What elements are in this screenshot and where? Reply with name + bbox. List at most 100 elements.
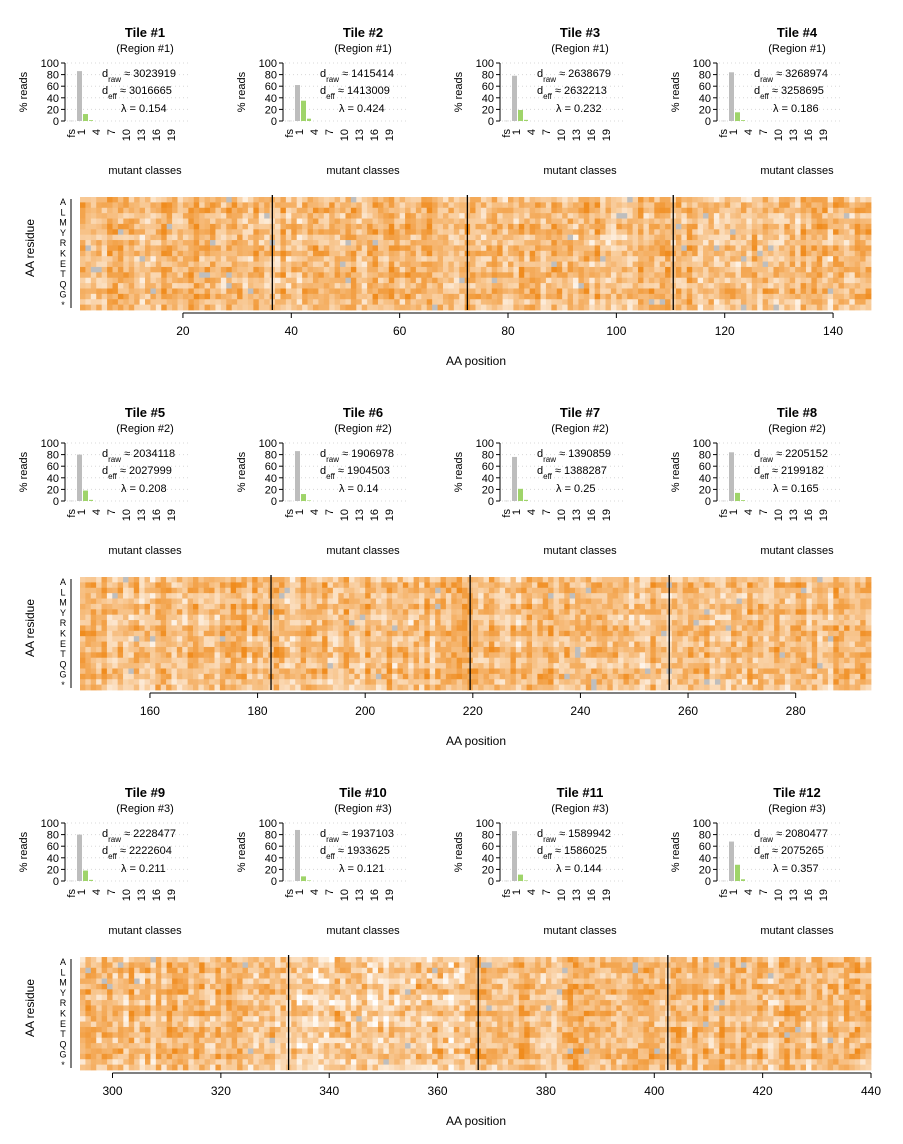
heatmap-cell — [273, 598, 280, 605]
heatmap-cell — [719, 202, 726, 209]
heatmap-cell — [860, 197, 866, 203]
heatmap-cell — [340, 256, 346, 262]
heatmap-cell — [681, 266, 688, 273]
bar — [301, 876, 306, 881]
heatmap-cell — [459, 293, 466, 300]
heatmap-cell — [681, 288, 688, 295]
heatmap-cell — [383, 240, 390, 246]
heatmap-cell — [306, 598, 312, 605]
heatmap-cell — [210, 229, 216, 236]
heatmap-cell — [854, 261, 861, 268]
heatmap-cell — [697, 223, 704, 230]
heatmap-cell — [338, 641, 345, 648]
heatmap-cell — [594, 288, 601, 295]
heatmap-cell — [123, 593, 129, 599]
heatmap-cell — [253, 261, 260, 268]
heatmap-cell — [160, 603, 167, 610]
heatmap-cell — [350, 197, 357, 203]
heatmap-cell — [551, 202, 558, 209]
residue-label: T — [60, 269, 66, 279]
heatmap-cell — [805, 272, 812, 279]
heatmap-cell — [502, 202, 509, 209]
heatmap-cell — [375, 593, 382, 599]
residue-label: R — [60, 238, 67, 248]
heatmap-cell — [432, 256, 438, 262]
heatmap-cell — [311, 663, 318, 669]
heatmap-cell — [529, 218, 536, 225]
heatmap-cell — [80, 663, 86, 669]
heatmap-cell — [318, 250, 325, 257]
heatmap-cell — [123, 202, 130, 209]
heatmap-cell — [413, 679, 420, 686]
heatmap-cell — [367, 299, 373, 306]
heatmap-cell — [112, 620, 119, 626]
heatmap-cell — [388, 250, 395, 257]
heatmap-cell — [262, 636, 269, 642]
heatmap-cell — [327, 673, 334, 680]
heatmap-cell — [209, 641, 215, 648]
heatmap-cell — [220, 256, 227, 262]
heatmap-cell — [610, 197, 617, 203]
heatmap-x-tick-label: 140 — [823, 324, 843, 338]
heatmap-cell — [413, 646, 420, 653]
heatmap-cell — [155, 614, 162, 621]
heatmap-cell — [101, 266, 108, 273]
heatmap-cell — [445, 603, 452, 610]
heatmap-cell — [316, 630, 323, 637]
heatmap-cell — [502, 240, 509, 246]
heatmap-cell — [703, 272, 709, 279]
heatmap-cell — [508, 240, 514, 246]
heatmap-cell — [338, 609, 345, 616]
heatmap-cell — [435, 646, 441, 653]
heatmap-cell — [361, 202, 368, 209]
heatmap-cell — [258, 266, 265, 273]
heatmap-cell — [419, 668, 425, 675]
heatmap-cell — [392, 673, 398, 680]
heatmap-cell — [285, 218, 292, 225]
heatmap-cell — [112, 299, 119, 306]
lambda-label: λ = 0.154 — [121, 103, 167, 115]
heatmap-cell — [849, 288, 856, 295]
heatmap-cell — [768, 218, 774, 225]
heatmap-cell — [849, 304, 856, 311]
heatmap-cell — [589, 250, 596, 257]
heatmap-cell — [659, 213, 666, 219]
heatmap-cell — [199, 207, 206, 214]
heatmap-cell — [311, 620, 318, 626]
heatmap-cell — [306, 646, 312, 653]
heatmap-cell — [397, 652, 404, 659]
heatmap-cell — [338, 663, 345, 669]
heatmap-cell — [302, 245, 308, 252]
lambda-label: λ = 0.121 — [339, 863, 385, 875]
heatmap-cell — [724, 261, 731, 268]
heatmap-cell — [415, 229, 422, 236]
heatmap-cell — [724, 245, 731, 252]
heatmap-cell — [383, 299, 390, 306]
heatmap-cell — [589, 293, 596, 300]
heatmap-cell — [80, 283, 86, 289]
heatmap-cell — [713, 261, 720, 268]
heatmap-cell — [318, 197, 325, 203]
heatmap-cell — [442, 256, 449, 262]
heatmap-cell — [322, 646, 328, 653]
heatmap-cell — [757, 202, 764, 209]
heatmap-cell — [370, 593, 377, 599]
heatmap-cell — [322, 663, 328, 669]
heatmap-cell — [101, 234, 108, 241]
heatmap-cell — [849, 223, 856, 230]
heatmap-cell — [289, 641, 296, 648]
heatmap-cell — [627, 207, 634, 214]
heatmap-cell — [470, 207, 476, 214]
heatmap-cell — [177, 266, 184, 273]
heatmap-cell — [117, 223, 124, 230]
heatmap-cell — [193, 625, 199, 632]
heatmap-cell — [773, 240, 780, 246]
heatmap-cell — [176, 609, 183, 616]
heatmap-cell — [340, 250, 346, 257]
heatmap-cell — [448, 261, 455, 268]
heatmap-cell — [805, 261, 812, 268]
heatmap-cell — [302, 299, 308, 306]
heatmap-cell — [448, 277, 455, 284]
bar-class-tick-label: 19 — [818, 889, 830, 901]
heatmap-cell — [377, 240, 384, 246]
